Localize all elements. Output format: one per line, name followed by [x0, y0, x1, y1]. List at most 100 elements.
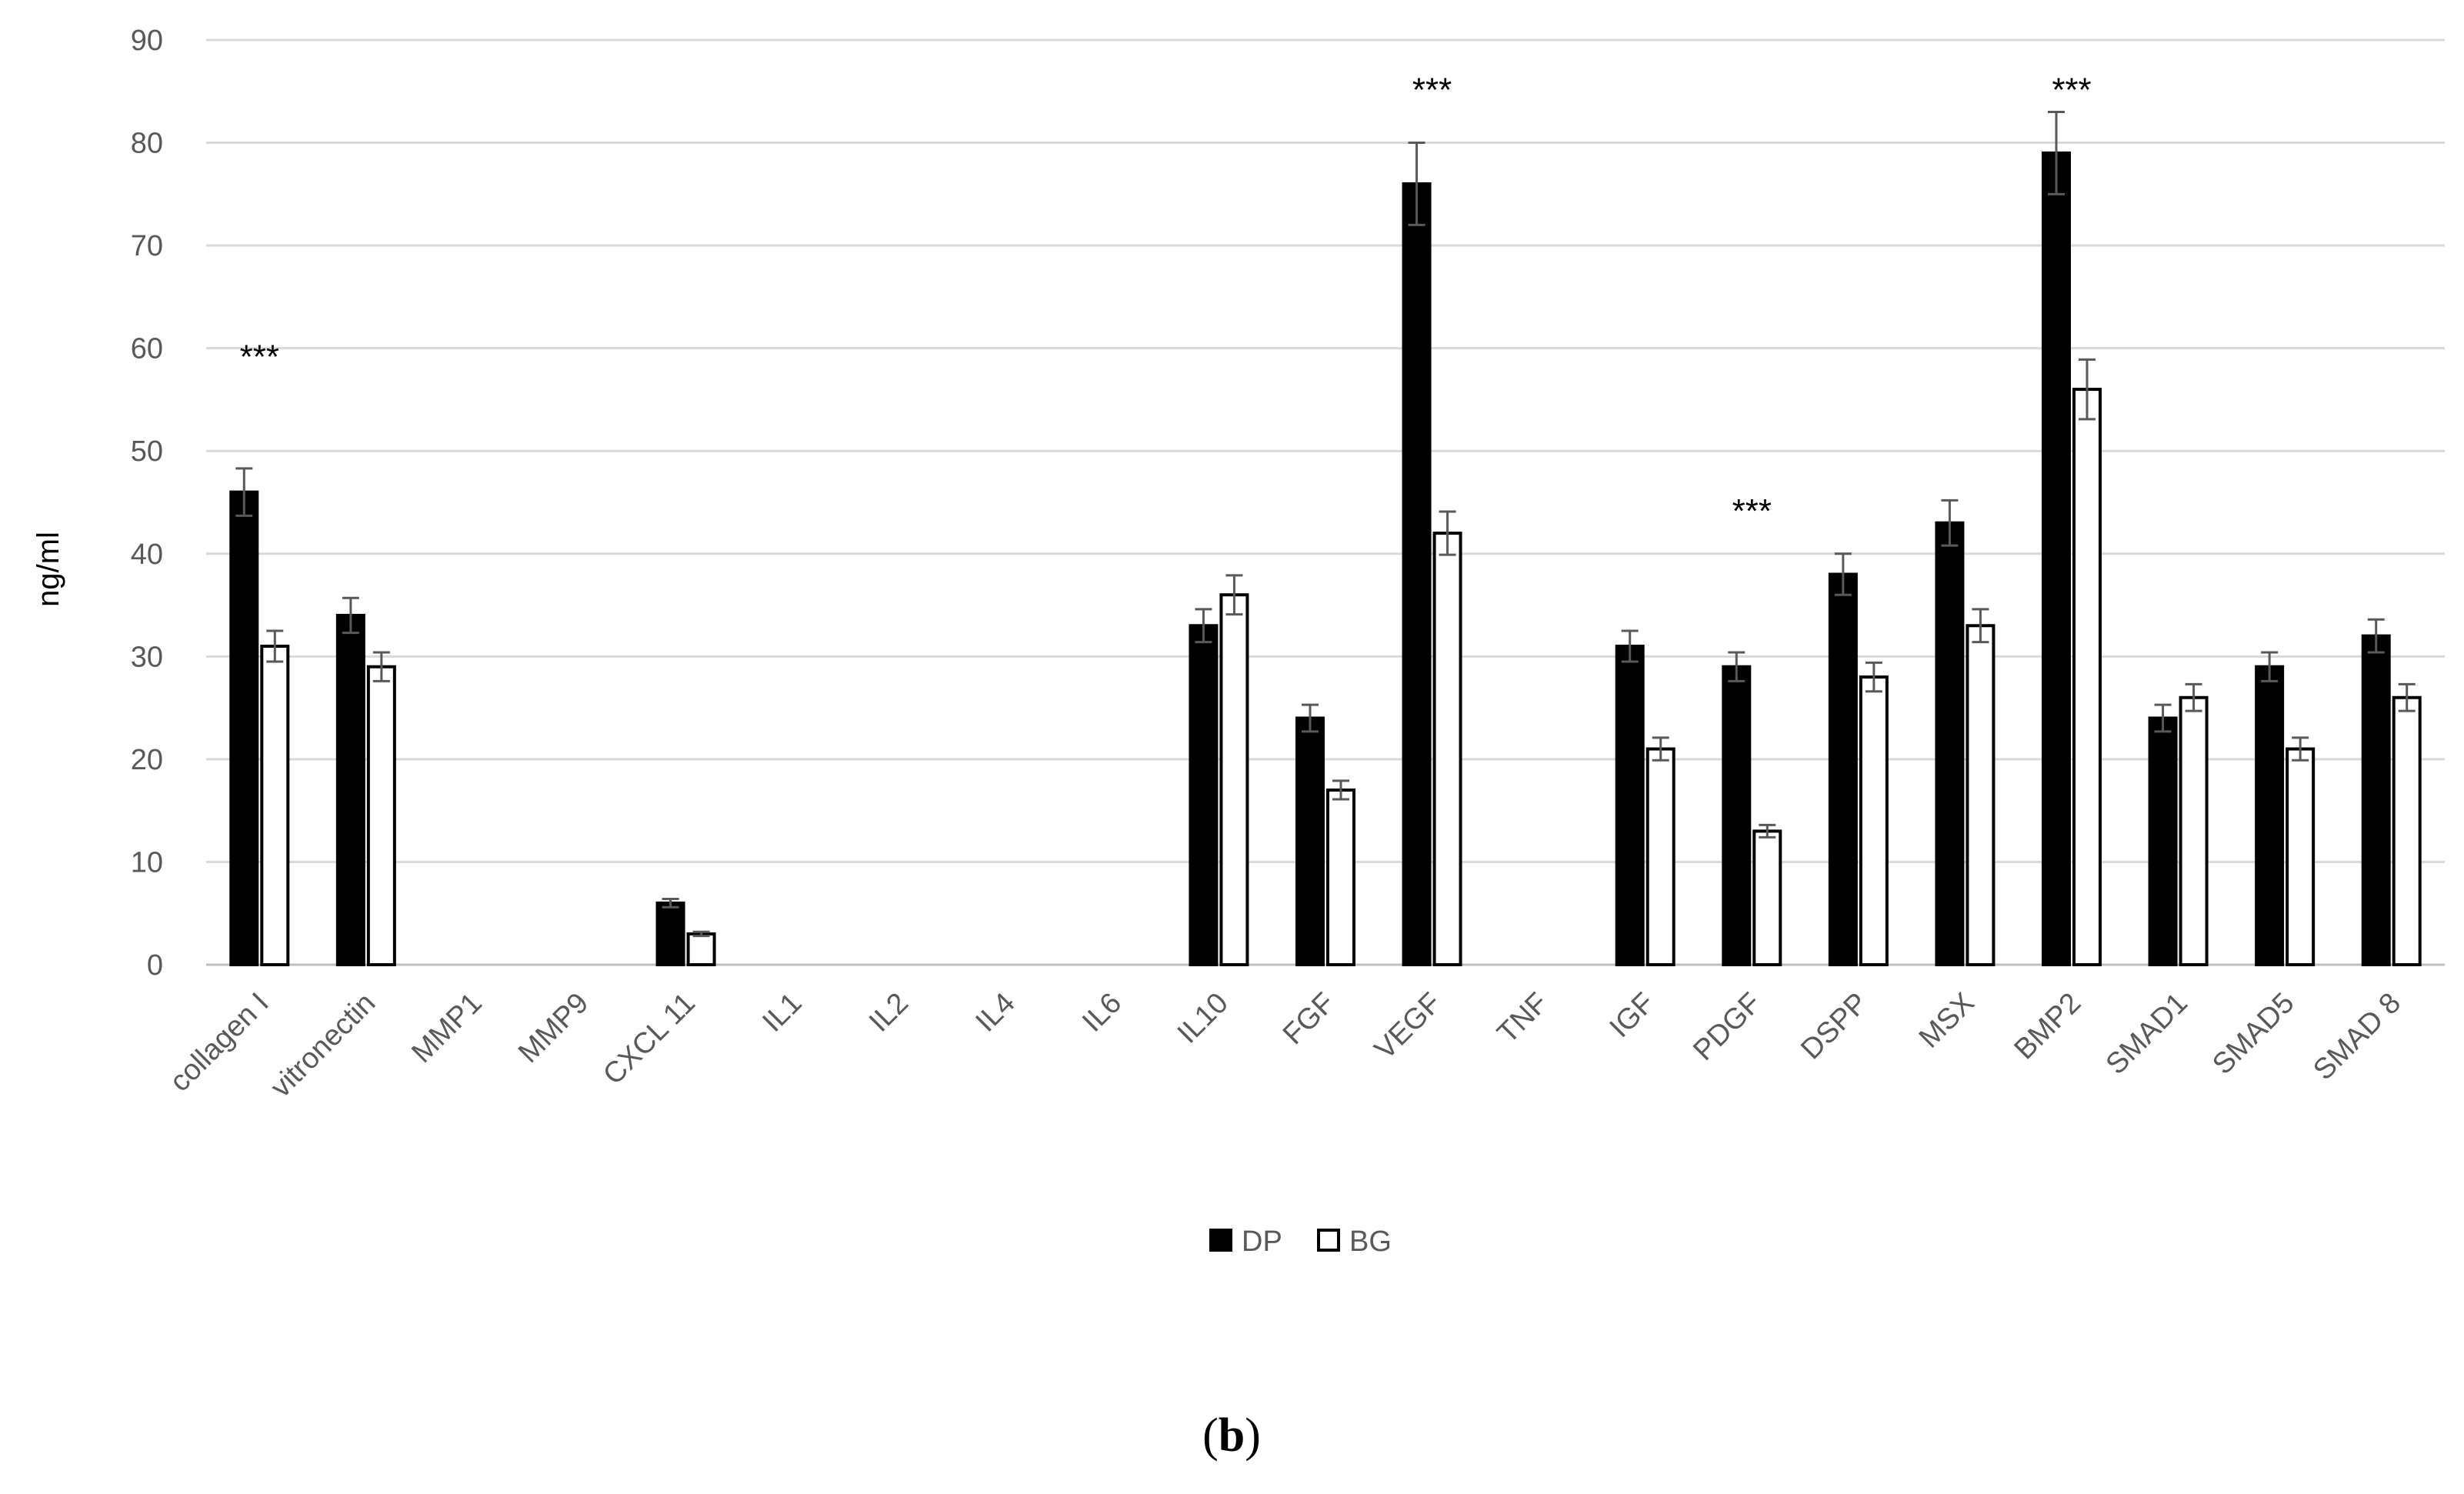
- x-tick-label: BMP2: [2008, 987, 2087, 1066]
- bar-dp: [1828, 572, 1858, 966]
- x-tick-label: CXCL 11: [597, 987, 702, 1092]
- bar-bg: [1326, 788, 1355, 967]
- bar-dp: [2255, 665, 2285, 966]
- error-bar: [2292, 736, 2309, 762]
- bar-bg: [2179, 695, 2209, 966]
- y-tick-label: 90: [131, 25, 163, 57]
- bars: [229, 151, 2422, 967]
- legend-swatch: [1317, 1229, 1340, 1252]
- error-bar: [2398, 682, 2416, 712]
- y-tick-label: 60: [131, 333, 163, 365]
- error-bar: [2079, 358, 2096, 421]
- x-tick-label: IL6: [1076, 987, 1128, 1039]
- x-tick-label: MMP1: [405, 987, 488, 1069]
- bar-bg: [2072, 388, 2102, 967]
- x-tick-label: SMAD1: [2100, 987, 2194, 1081]
- error-bar: [2185, 682, 2202, 712]
- significance-marker: ***: [240, 338, 279, 376]
- bar-dp: [1402, 182, 1432, 966]
- grid-lines: [206, 38, 2445, 966]
- bar-bg: [1645, 747, 1675, 966]
- y-tick-label: 80: [131, 128, 163, 160]
- error-bar: [1302, 703, 1319, 733]
- error-bar: [1834, 552, 1852, 596]
- error-bar: [2154, 703, 2172, 733]
- bar-bg: [366, 665, 396, 966]
- error-bar: [1408, 142, 1425, 226]
- bar-bg: [2392, 695, 2422, 966]
- error-bar: [1865, 661, 1882, 693]
- x-tick-label: IL1: [756, 987, 808, 1039]
- bar-dp: [655, 901, 685, 967]
- error-bar: [1652, 736, 1669, 762]
- error-bar: [1941, 499, 1959, 547]
- panel-label-open: (: [1202, 1409, 1219, 1462]
- x-tick-label: SMAD 8: [2307, 987, 2407, 1087]
- bar-dp: [229, 490, 259, 966]
- y-axis-label: ng/ml: [32, 532, 65, 607]
- y-tick-label: 40: [131, 539, 163, 571]
- legend-swatch: [1209, 1229, 1232, 1252]
- panel-label-close: ): [1245, 1409, 1261, 1462]
- bar-dp: [1722, 665, 1752, 966]
- bar-bg: [1966, 624, 1996, 966]
- error-bar: [266, 629, 284, 663]
- y-tick-labels: 0 10 20 30 40 50 60 70 80 90: [131, 25, 163, 982]
- panel-label-letter: b: [1219, 1409, 1245, 1462]
- legend: DP BG: [1209, 1226, 1392, 1258]
- error-bar: [1439, 510, 1456, 556]
- bar-dp: [2042, 151, 2071, 966]
- x-tick-label: IGF: [1604, 987, 1661, 1044]
- x-tick-label: collagen I: [164, 987, 275, 1099]
- x-tick-label: DSPP: [1795, 987, 1874, 1066]
- error-bar: [2261, 651, 2279, 682]
- legend-label: BG: [1349, 1226, 1392, 1258]
- y-tick-label: 0: [147, 949, 163, 982]
- bar-dp: [1295, 716, 1325, 966]
- significance-marker: ***: [2052, 71, 2091, 108]
- error-bar: [2048, 110, 2065, 195]
- error-bar: [1225, 574, 1243, 616]
- x-tick-label: SMAD5: [2206, 987, 2300, 1081]
- bar-bg: [1432, 532, 1462, 966]
- error-bars: [235, 110, 2416, 938]
- x-tick-label: PDGF: [1687, 987, 1767, 1067]
- y-tick-label: 30: [131, 641, 163, 673]
- bar-bg: [1752, 829, 1782, 967]
- x-tick-label: IL10: [1172, 987, 1235, 1050]
- x-tick-label: VEGF: [1369, 987, 1448, 1066]
- error-bar: [662, 898, 679, 909]
- error-bar: [692, 930, 710, 938]
- error-bar: [372, 651, 390, 682]
- bar-dp: [335, 613, 365, 967]
- bar-bg: [1859, 675, 1889, 966]
- bar-dp: [2148, 716, 2178, 966]
- significance-marker: ***: [1412, 71, 1452, 108]
- significance-marker: ***: [1732, 492, 1772, 530]
- bar-dp: [2361, 634, 2391, 966]
- error-bar: [1195, 608, 1212, 644]
- error-bar: [1728, 651, 1745, 682]
- bar-dp: [1615, 644, 1645, 966]
- error-bar: [1759, 823, 1776, 839]
- legend-label: DP: [1242, 1226, 1282, 1258]
- error-bar: [1332, 779, 1349, 801]
- bar-bg: [260, 644, 290, 966]
- error-bar: [2367, 618, 2385, 654]
- legend-item-bg: BG: [1317, 1226, 1392, 1258]
- x-tick-label: MMP9: [512, 987, 595, 1069]
- y-tick-label: 10: [131, 846, 163, 879]
- y-tick-label: 20: [131, 744, 163, 776]
- bar-dp: [1935, 521, 1965, 966]
- panel-label: (b): [1202, 1409, 1261, 1462]
- bar-bg: [1219, 593, 1249, 966]
- y-tick-label: 70: [131, 230, 163, 262]
- x-tick-label: FGF: [1277, 987, 1341, 1051]
- bar-dp: [1189, 624, 1219, 966]
- error-bar: [1972, 608, 1989, 644]
- bar-bg: [686, 932, 716, 967]
- error-bar: [235, 467, 253, 517]
- x-tick-label: TNF: [1492, 987, 1555, 1050]
